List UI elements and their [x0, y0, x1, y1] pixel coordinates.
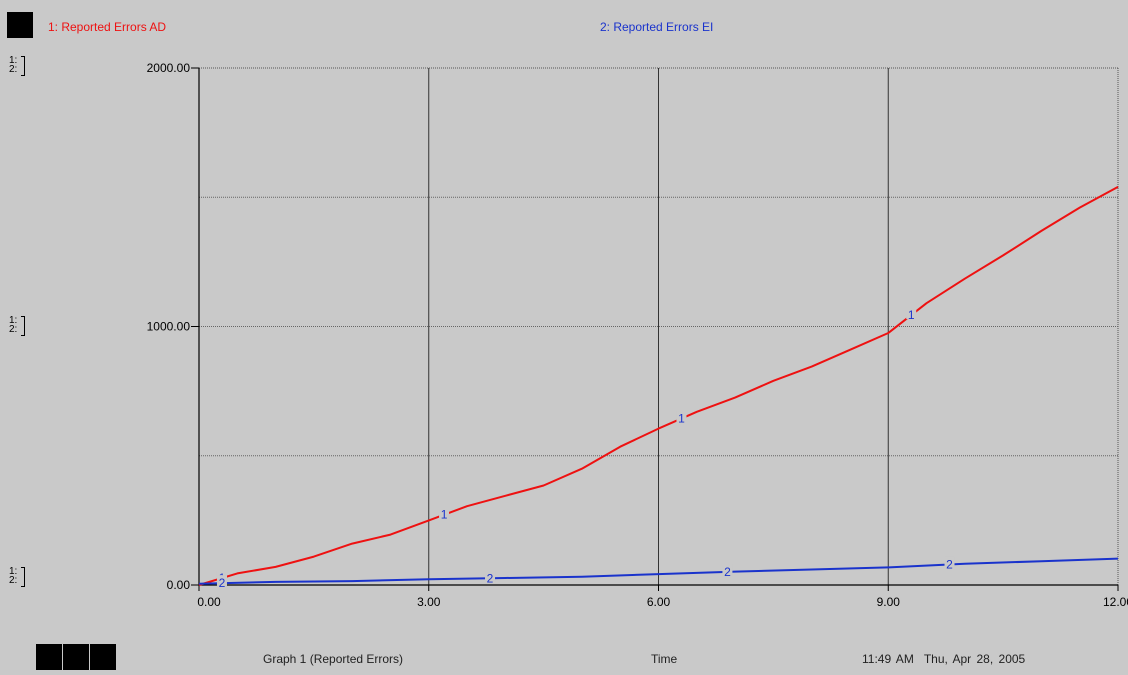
series-line-1: [198, 186, 1119, 586]
series-marker-1: 1: [908, 308, 915, 322]
x-tick-label: 6.00: [647, 595, 671, 609]
series-marker-bg-1: [906, 307, 917, 320]
scale-label-middle: 1: 2:: [9, 316, 25, 336]
legend-series-2: 2: Reported Errors EI: [600, 20, 714, 34]
y-tick-label: 1000.00: [147, 320, 191, 334]
timestamp: 11:49 AM Thu, Apr 28, 2005: [862, 652, 1026, 666]
graph-footer: Graph 1 (Reported Errors) Time 11:49 AM T…: [0, 640, 1128, 671]
series-marker-bg-1: [676, 410, 687, 423]
x-tick-label: 3.00: [417, 595, 441, 609]
graph-page-toggle-button[interactable]: [7, 12, 33, 38]
series-marker-1: 1: [441, 508, 448, 522]
series-marker-bg-1: [439, 506, 450, 519]
graph-nav-button-3[interactable]: [90, 644, 116, 670]
x-axis-label: Time: [651, 652, 678, 666]
graph-header: 1: Reported Errors AD 2: Reported Errors…: [0, 0, 1128, 50]
series-marker-2: 2: [946, 558, 953, 572]
series-marker-1: 1: [678, 412, 685, 426]
series-marker-2: 2: [724, 565, 731, 579]
series-marker-2: 2: [219, 576, 226, 590]
y-tick-label: 0.00: [167, 578, 191, 592]
series-marker-bg-2: [944, 556, 955, 569]
graph-nav-button-1[interactable]: [36, 644, 62, 670]
scale-label-top: 1: 2:: [9, 56, 25, 76]
series-marker-bg-2: [722, 563, 733, 576]
series-marker-bg-2: [216, 575, 227, 588]
x-tick-label: 9.00: [877, 595, 901, 609]
legend-series-1: 1: Reported Errors AD: [48, 20, 167, 34]
graph-title: Graph 1 (Reported Errors): [263, 652, 404, 666]
series-marker-bg-2: [485, 570, 496, 583]
reported-errors-chart: 0.00 3.00 6.00 9.00 12.00 0.00 1000.00 2000.00 1…: [147, 61, 1128, 609]
y-tick-label: 2000.00: [147, 61, 191, 75]
x-tick-label: 0.00: [197, 595, 221, 609]
x-tick-label: 12.00: [1103, 595, 1128, 609]
graph-nav-button-2[interactable]: [63, 644, 89, 670]
series-line-2: [198, 557, 1119, 585]
graph-nav-buttons: [36, 644, 117, 675]
scale-label-bottom: 1: 2:: [9, 567, 25, 587]
series-marker-2: 2: [487, 571, 494, 585]
